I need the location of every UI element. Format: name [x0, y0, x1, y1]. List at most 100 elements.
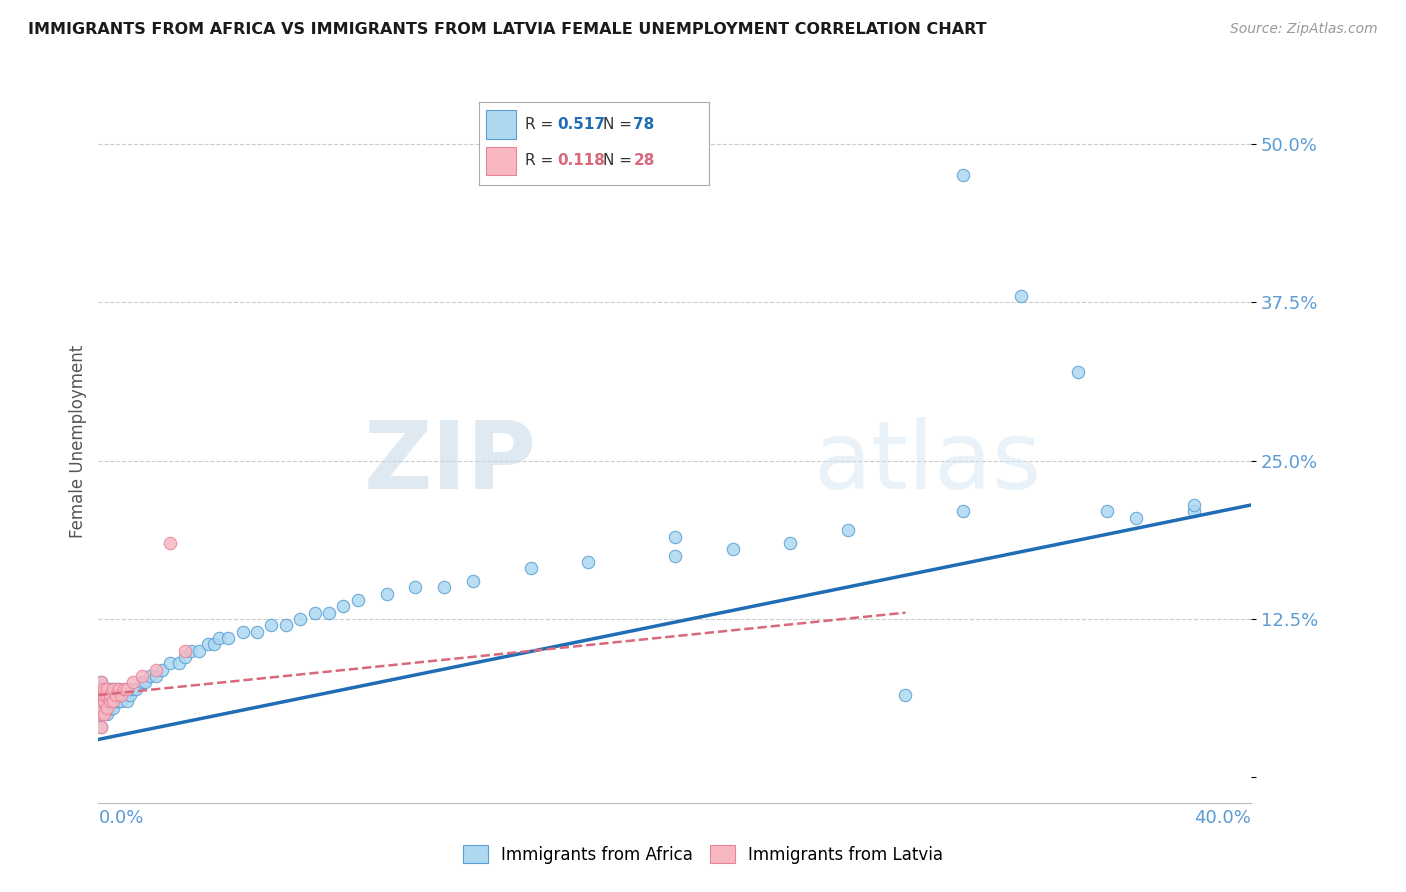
Point [122, 681, 145, 696]
Point [1182, 498, 1205, 512]
Point [98, 700, 121, 714]
Point [318, 606, 340, 620]
Point [1125, 510, 1147, 524]
Point [101, 681, 124, 696]
Point [217, 631, 239, 645]
Point [90, 707, 112, 722]
Point [208, 631, 231, 645]
Point [107, 694, 129, 708]
Point [150, 663, 173, 677]
Point [246, 624, 269, 639]
Point [131, 669, 153, 683]
Point [112, 688, 135, 702]
Point [107, 681, 129, 696]
Point [93, 681, 115, 696]
Point [1097, 504, 1119, 518]
Point [93, 694, 115, 708]
Point [101, 681, 124, 696]
Point [117, 681, 139, 696]
Point [96, 681, 118, 696]
Point [101, 694, 124, 708]
Point [174, 650, 197, 665]
Point [90, 679, 112, 693]
Point [90, 720, 112, 734]
Point [96, 707, 118, 722]
Point [952, 504, 974, 518]
Point [98, 688, 121, 702]
Point [159, 536, 181, 550]
Text: Source: ZipAtlas.com: Source: ZipAtlas.com [1230, 22, 1378, 37]
Point [167, 657, 190, 671]
Point [145, 663, 167, 677]
Point [104, 688, 127, 702]
Point [98, 688, 121, 702]
Point [174, 643, 197, 657]
Point [96, 694, 118, 708]
Point [346, 593, 368, 607]
Point [131, 675, 153, 690]
Point [461, 574, 484, 588]
Text: 0.0%: 0.0% [98, 809, 143, 827]
Point [90, 720, 112, 734]
Point [93, 688, 115, 702]
Point [159, 657, 181, 671]
Point [110, 688, 132, 702]
Point [520, 561, 543, 575]
Point [139, 669, 162, 683]
Point [90, 688, 112, 702]
Point [93, 688, 115, 702]
Point [120, 688, 142, 702]
Text: 40.0%: 40.0% [1195, 809, 1251, 827]
Point [1182, 504, 1205, 518]
Point [1010, 289, 1032, 303]
Point [104, 694, 127, 708]
Point [117, 681, 139, 696]
Point [107, 681, 129, 696]
Point [96, 700, 118, 714]
Point [1067, 365, 1090, 379]
Point [274, 618, 297, 632]
Point [122, 675, 145, 690]
Point [433, 580, 456, 594]
Text: IMMIGRANTS FROM AFRICA VS IMMIGRANTS FROM LATVIA FEMALE UNEMPLOYMENT CORRELATION: IMMIGRANTS FROM AFRICA VS IMMIGRANTS FRO… [28, 22, 987, 37]
Point [721, 542, 744, 557]
Point [188, 643, 211, 657]
Point [90, 700, 112, 714]
Point [260, 618, 283, 632]
Point [90, 681, 112, 696]
Point [664, 549, 686, 563]
Point [98, 681, 121, 696]
Point [110, 694, 132, 708]
Point [202, 637, 225, 651]
Point [332, 599, 354, 614]
Point [375, 587, 398, 601]
Point [90, 681, 112, 696]
Point [180, 643, 202, 657]
Point [90, 694, 112, 708]
Point [90, 707, 112, 722]
Point [290, 612, 312, 626]
Point [304, 606, 326, 620]
Point [117, 694, 139, 708]
Point [405, 580, 427, 594]
Point [197, 637, 219, 651]
Point [125, 681, 148, 696]
Point [231, 624, 254, 639]
Point [90, 700, 112, 714]
Point [101, 700, 124, 714]
Point [98, 694, 121, 708]
Legend: Immigrants from Africa, Immigrants from Latvia: Immigrants from Africa, Immigrants from … [456, 838, 950, 871]
Point [93, 700, 115, 714]
Point [90, 675, 112, 690]
Point [93, 707, 115, 722]
Point [101, 694, 124, 708]
Point [578, 555, 600, 569]
Point [110, 688, 132, 702]
Point [779, 536, 801, 550]
Point [104, 681, 127, 696]
Point [837, 523, 859, 537]
Point [93, 707, 115, 722]
Y-axis label: Female Unemployment: Female Unemployment [69, 345, 87, 538]
Point [664, 530, 686, 544]
Point [96, 688, 118, 702]
